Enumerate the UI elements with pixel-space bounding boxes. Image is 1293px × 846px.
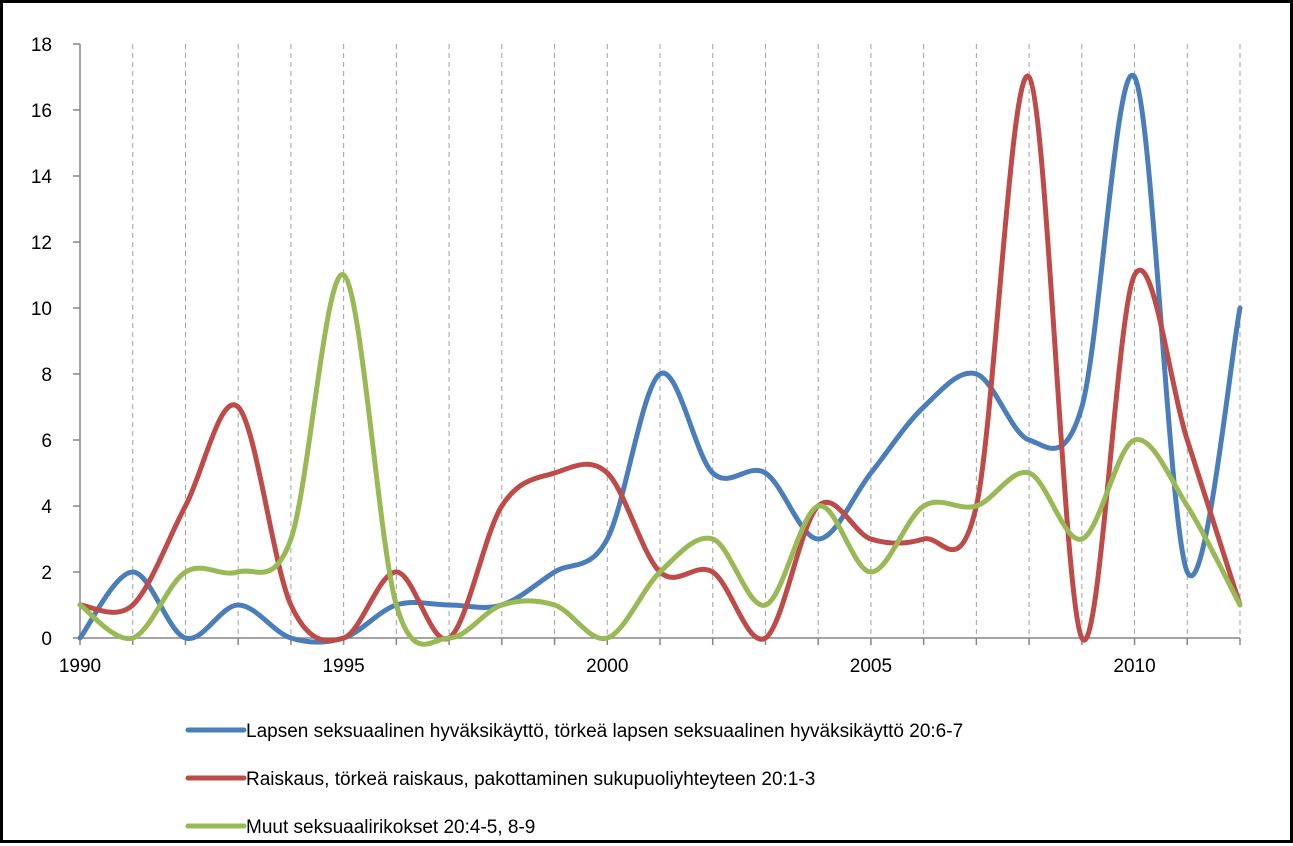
axes	[73, 43, 1241, 645]
legend-label: Raiskaus, törkeä raiskaus, pakottaminen …	[246, 769, 815, 790]
y-tick-label: 2	[41, 563, 52, 584]
y-tick-label: 12	[31, 233, 52, 254]
y-tick-label: 6	[41, 431, 52, 452]
series-lines	[77, 72, 1243, 647]
x-axis-tick-labels: 1990 1995 2000 2005 2010	[59, 656, 1156, 677]
y-axis-tick-labels: 0 2 4 6 8 10 12 14 16 18	[31, 35, 53, 650]
y-tick-label: 16	[31, 101, 52, 122]
y-tick-label: 0	[41, 629, 52, 650]
line-chart: 0 2 4 6 8 10 12 14 16 18 1990 1995 2000 2005 2010 Lap…	[31, 35, 1243, 838]
x-tick-label: 2000	[586, 656, 628, 677]
legend-label: Lapsen seksuaalinen hyväksikäyttö, törke…	[246, 721, 963, 742]
y-tick-label: 18	[31, 35, 52, 56]
x-tick-label: 2010	[1113, 656, 1155, 677]
y-tick-label: 4	[41, 497, 52, 518]
y-tick-label: 14	[31, 167, 53, 188]
series-line-rape	[77, 73, 1243, 643]
series-line-other-sexual-offences	[77, 272, 1243, 647]
series-line-child-abuse	[77, 72, 1243, 645]
legend-label: Muut seksuaalirikokset 20:4-5, 8-9	[246, 817, 535, 838]
x-tick-label: 2005	[850, 656, 892, 677]
x-tick-label: 1990	[59, 656, 101, 677]
y-tick-label: 8	[41, 365, 52, 386]
y-tick-label: 10	[31, 299, 52, 320]
legend: Lapsen seksuaalinen hyväksikäyttö, törke…	[185, 721, 963, 838]
x-tick-label: 1995	[322, 656, 364, 677]
